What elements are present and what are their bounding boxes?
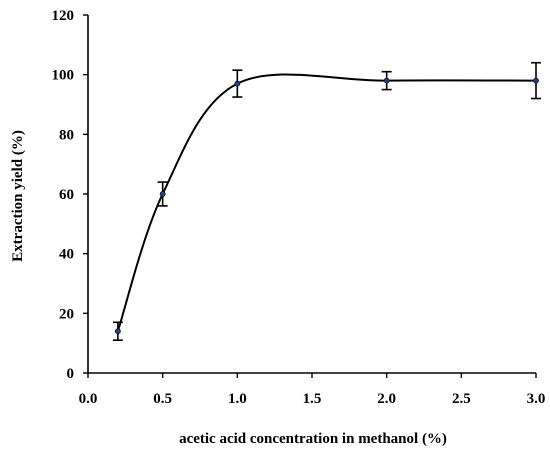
y-axis-title: Extraction yield (%) [10, 130, 26, 262]
y-tick-label: 100 [52, 68, 75, 84]
x-tick-label: 2.0 [377, 391, 396, 407]
x-tick-label: 1.5 [303, 391, 322, 407]
y-tick-label: 120 [52, 8, 75, 24]
y-tick-label: 0 [67, 366, 75, 382]
points-layer [112, 61, 541, 341]
data-point [114, 328, 121, 335]
y-tick-label: 80 [59, 127, 74, 143]
axes [87, 15, 536, 374]
x-tick-label: 0.0 [79, 391, 98, 407]
x-tick-label: 0.5 [153, 391, 172, 407]
x-tick-label: 1.0 [228, 391, 247, 407]
x-tick-label: 3.0 [527, 391, 546, 407]
y-tick-label: 20 [59, 306, 74, 322]
data-point [383, 77, 390, 84]
x-axis-title: acetic acid concentration in methanol (%… [179, 431, 447, 447]
data-point [234, 80, 241, 87]
y-tick-label: 60 [59, 187, 74, 203]
curve-layer [116, 73, 537, 332]
data-point [159, 191, 166, 197]
ticks: 0.0 0.5 1.0 1.5 2.0 2.5 3.0 0 20 40 60 80 100 120 [52, 8, 546, 407]
y-tick-label: 40 [59, 247, 74, 263]
series-line [116, 73, 537, 332]
x-tick-label: 2.5 [452, 391, 471, 407]
data-point [533, 77, 539, 84]
